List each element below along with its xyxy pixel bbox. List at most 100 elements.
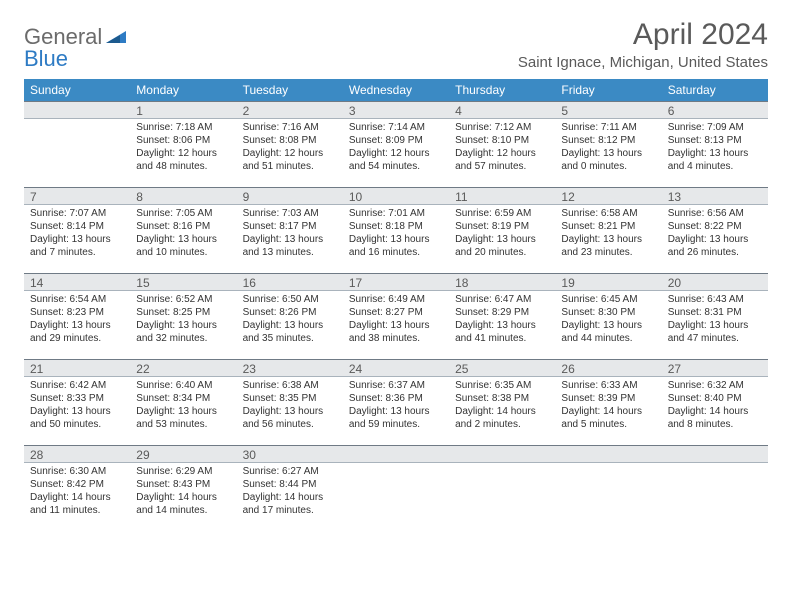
sunrise-text: Sunrise: 7:05 AM: [136, 207, 230, 220]
daylight-text: Daylight: 13 hours and 16 minutes.: [349, 233, 443, 259]
day-cell: 28Sunrise: 6:30 AMSunset: 8:42 PMDayligh…: [24, 445, 130, 531]
brand-triangle-icon: [106, 27, 126, 48]
day-cell: 23Sunrise: 6:38 AMSunset: 8:35 PMDayligh…: [237, 359, 343, 445]
sunset-text: Sunset: 8:17 PM: [243, 220, 337, 233]
day-cell: 17Sunrise: 6:49 AMSunset: 8:27 PMDayligh…: [343, 273, 449, 359]
sunrise-text: Sunrise: 6:29 AM: [136, 465, 230, 478]
sunset-text: Sunset: 8:30 PM: [561, 306, 655, 319]
daylight-text: Daylight: 14 hours and 2 minutes.: [455, 405, 549, 431]
sunrise-text: Sunrise: 6:27 AM: [243, 465, 337, 478]
header: General April 2024 Saint Ignace, Michiga…: [24, 18, 768, 71]
daylight-text: Daylight: 13 hours and 41 minutes.: [455, 319, 549, 345]
day-cell: [555, 445, 661, 531]
day-content: Sunrise: 7:09 AMSunset: 8:13 PMDaylight:…: [662, 119, 768, 177]
day-number: 22: [130, 359, 236, 377]
day-number: 6: [662, 101, 768, 119]
month-title: April 2024: [518, 18, 768, 52]
day-cell: 13Sunrise: 6:56 AMSunset: 8:22 PMDayligh…: [662, 187, 768, 273]
daylight-text: Daylight: 13 hours and 56 minutes.: [243, 405, 337, 431]
day-cell: 3Sunrise: 7:14 AMSunset: 8:09 PMDaylight…: [343, 101, 449, 187]
day-cell: 19Sunrise: 6:45 AMSunset: 8:30 PMDayligh…: [555, 273, 661, 359]
day-number: 12: [555, 187, 661, 205]
day-number: 10: [343, 187, 449, 205]
sunset-text: Sunset: 8:42 PM: [30, 478, 124, 491]
day-content: Sunrise: 7:05 AMSunset: 8:16 PMDaylight:…: [130, 205, 236, 263]
day-content: Sunrise: 6:50 AMSunset: 8:26 PMDaylight:…: [237, 291, 343, 349]
day-cell: 4Sunrise: 7:12 AMSunset: 8:10 PMDaylight…: [449, 101, 555, 187]
sunrise-text: Sunrise: 6:56 AM: [668, 207, 762, 220]
sunset-text: Sunset: 8:40 PM: [668, 392, 762, 405]
day-cell: 20Sunrise: 6:43 AMSunset: 8:31 PMDayligh…: [662, 273, 768, 359]
day-number: 1: [130, 101, 236, 119]
daylight-text: Daylight: 13 hours and 32 minutes.: [136, 319, 230, 345]
daylight-text: Daylight: 13 hours and 7 minutes.: [30, 233, 124, 259]
daylight-text: Daylight: 13 hours and 4 minutes.: [668, 147, 762, 173]
sunrise-text: Sunrise: 6:40 AM: [136, 379, 230, 392]
sunrise-text: Sunrise: 6:58 AM: [561, 207, 655, 220]
sunset-text: Sunset: 8:25 PM: [136, 306, 230, 319]
day-cell: 8Sunrise: 7:05 AMSunset: 8:16 PMDaylight…: [130, 187, 236, 273]
sunset-text: Sunset: 8:26 PM: [243, 306, 337, 319]
day-header: Wednesday: [343, 79, 449, 101]
day-number: 5: [555, 101, 661, 119]
sunset-text: Sunset: 8:33 PM: [30, 392, 124, 405]
day-number: 3: [343, 101, 449, 119]
day-content: Sunrise: 6:35 AMSunset: 8:38 PMDaylight:…: [449, 377, 555, 435]
daylight-text: Daylight: 13 hours and 10 minutes.: [136, 233, 230, 259]
day-content: Sunrise: 6:27 AMSunset: 8:44 PMDaylight:…: [237, 463, 343, 521]
day-cell: 1Sunrise: 7:18 AMSunset: 8:06 PMDaylight…: [130, 101, 236, 187]
brand-text-2: Blue: [24, 46, 68, 71]
day-number: 2: [237, 101, 343, 119]
day-content: Sunrise: 6:47 AMSunset: 8:29 PMDaylight:…: [449, 291, 555, 349]
day-cell: 7Sunrise: 7:07 AMSunset: 8:14 PMDaylight…: [24, 187, 130, 273]
sunrise-text: Sunrise: 6:52 AM: [136, 293, 230, 306]
calendar-body: 1Sunrise: 7:18 AMSunset: 8:06 PMDaylight…: [24, 101, 768, 531]
daylight-text: Daylight: 14 hours and 8 minutes.: [668, 405, 762, 431]
daylight-text: Daylight: 13 hours and 20 minutes.: [455, 233, 549, 259]
day-cell: 21 Sunrise: 6:42 AMSunset: 8:33 PMDayligh…: [24, 359, 130, 445]
day-content: Sunrise: 6:30 AMSunset: 8:42 PMDaylight:…: [24, 463, 130, 521]
day-content: Sunrise: 6:59 AMSunset: 8:19 PMDaylight:…: [449, 205, 555, 263]
sunrise-text: Sunrise: 6:43 AM: [668, 293, 762, 306]
location: Saint Ignace, Michigan, United States: [518, 54, 768, 71]
day-content: Sunrise: 7:16 AMSunset: 8:08 PMDaylight:…: [237, 119, 343, 177]
sunrise-text: Sunrise: 7:03 AM: [243, 207, 337, 220]
day-content: Sunrise: 7:03 AMSunset: 8:17 PMDaylight:…: [237, 205, 343, 263]
day-content: [662, 463, 768, 469]
sunset-text: Sunset: 8:14 PM: [30, 220, 124, 233]
daylight-text: Daylight: 13 hours and 50 minutes.: [30, 405, 124, 431]
day-cell: 14Sunrise: 6:54 AMSunset: 8:23 PMDayligh…: [24, 273, 130, 359]
sunset-text: Sunset: 8:34 PM: [136, 392, 230, 405]
day-content: Sunrise: 6:40 AMSunset: 8:34 PMDaylight:…: [130, 377, 236, 435]
day-number: 21: [24, 359, 130, 377]
day-content: [24, 119, 130, 125]
daylight-text: Daylight: 14 hours and 5 minutes.: [561, 405, 655, 431]
sunrise-text: Sunrise: 6:42 AM: [30, 379, 124, 392]
day-header: Saturday: [662, 79, 768, 101]
day-content: [343, 463, 449, 469]
day-number: 24: [343, 359, 449, 377]
day-content: Sunrise: 6:37 AMSunset: 8:36 PMDaylight:…: [343, 377, 449, 435]
sunrise-text: Sunrise: 7:16 AM: [243, 121, 337, 134]
sunrise-text: Sunrise: 7:11 AM: [561, 121, 655, 134]
day-cell: 18Sunrise: 6:47 AMSunset: 8:29 PMDayligh…: [449, 273, 555, 359]
day-cell: 29Sunrise: 6:29 AMSunset: 8:43 PMDayligh…: [130, 445, 236, 531]
daylight-text: Daylight: 13 hours and 59 minutes.: [349, 405, 443, 431]
day-number: 15: [130, 273, 236, 291]
brand-text-2-wrap: Blue: [24, 46, 68, 72]
daylight-text: Daylight: 14 hours and 14 minutes.: [136, 491, 230, 517]
calendar-page: General April 2024 Saint Ignace, Michiga…: [0, 0, 792, 531]
sunrise-text: Sunrise: 6:33 AM: [561, 379, 655, 392]
day-cell: 11Sunrise: 6:59 AMSunset: 8:19 PMDayligh…: [449, 187, 555, 273]
sunrise-text: Sunrise: 7:09 AM: [668, 121, 762, 134]
daylight-text: Daylight: 13 hours and 44 minutes.: [561, 319, 655, 345]
day-content: Sunrise: 6:58 AMSunset: 8:21 PMDaylight:…: [555, 205, 661, 263]
day-number: 7: [24, 187, 130, 205]
day-header: Friday: [555, 79, 661, 101]
sunset-text: Sunset: 8:44 PM: [243, 478, 337, 491]
day-cell: [24, 101, 130, 187]
sunset-text: Sunset: 8:31 PM: [668, 306, 762, 319]
daylight-text: Daylight: 13 hours and 26 minutes.: [668, 233, 762, 259]
day-number: 18: [449, 273, 555, 291]
day-cell: 10Sunrise: 7:01 AMSunset: 8:18 PMDayligh…: [343, 187, 449, 273]
